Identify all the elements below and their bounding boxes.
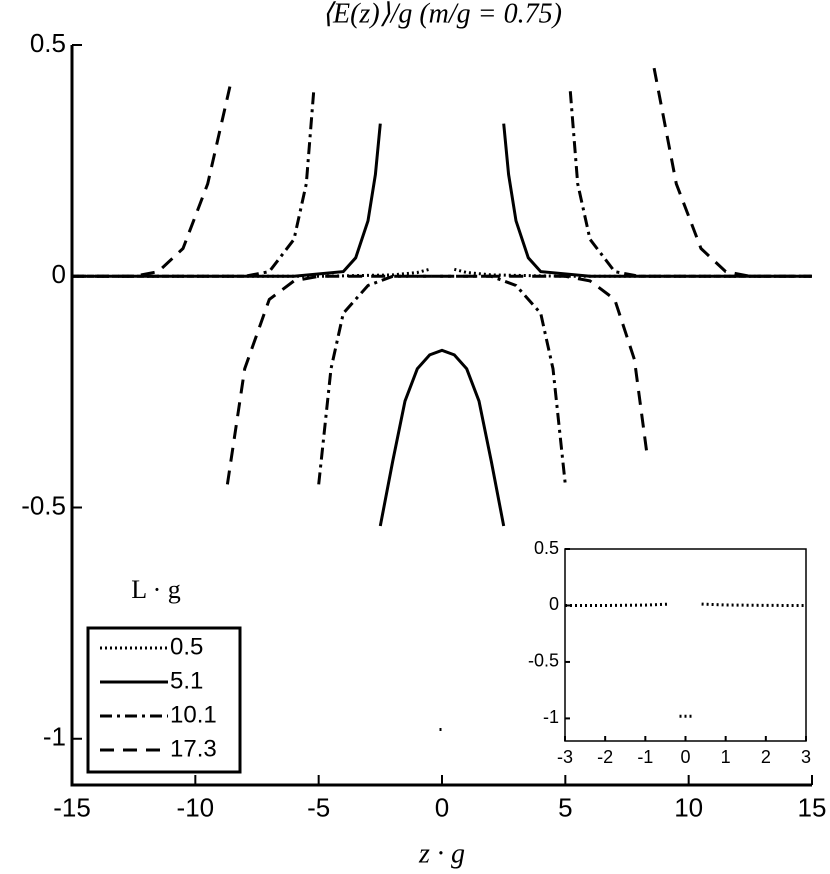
chart-title: ⟨E(z)⟩/g (m/g = 0.75) [322, 0, 562, 29]
y-tick-label: -1 [543, 707, 559, 727]
legend-label: 0.5 [170, 633, 203, 660]
x-tick-label: 0 [680, 747, 690, 767]
x-tick-label: 1 [721, 747, 731, 767]
x-tick-label: -10 [177, 793, 215, 823]
y-tick-label: -1 [43, 722, 66, 752]
x-axis-label: z · g [418, 838, 465, 869]
axis-frame [564, 548, 807, 742]
x-tick-label: -3 [557, 747, 573, 767]
legend-label: 17.3 [170, 735, 217, 762]
x-tick-label: -5 [307, 793, 330, 823]
inset-background [565, 549, 806, 741]
axis-frame [70, 45, 812, 787]
x-tick-label: -15 [53, 793, 91, 823]
x-tick-label: 15 [798, 793, 827, 823]
x-tick-label: 3 [801, 747, 811, 767]
series-line [565, 602, 807, 718]
series-line [72, 91, 812, 485]
y-tick-label: 0 [549, 594, 559, 614]
legend-title: L · g [131, 575, 181, 604]
y-tick-label: 0 [52, 259, 66, 289]
x-tick-label: -1 [637, 747, 653, 767]
x-tick-label: 10 [674, 793, 703, 823]
y-tick-label: -0.5 [21, 490, 66, 520]
legend-label: 10.1 [170, 701, 217, 728]
legend-label: 5.1 [170, 667, 203, 694]
x-tick-label: 2 [761, 747, 771, 767]
y-tick-label: -0.5 [528, 651, 559, 671]
series-line [72, 67, 812, 485]
y-tick-label: 0.5 [534, 538, 559, 558]
x-tick-label: -2 [597, 747, 613, 767]
legend-box [86, 626, 242, 774]
y-tick-label: 0.5 [30, 28, 66, 58]
x-tick-label: 5 [558, 793, 572, 823]
series-line [72, 123, 812, 527]
x-tick-label: 0 [435, 793, 449, 823]
